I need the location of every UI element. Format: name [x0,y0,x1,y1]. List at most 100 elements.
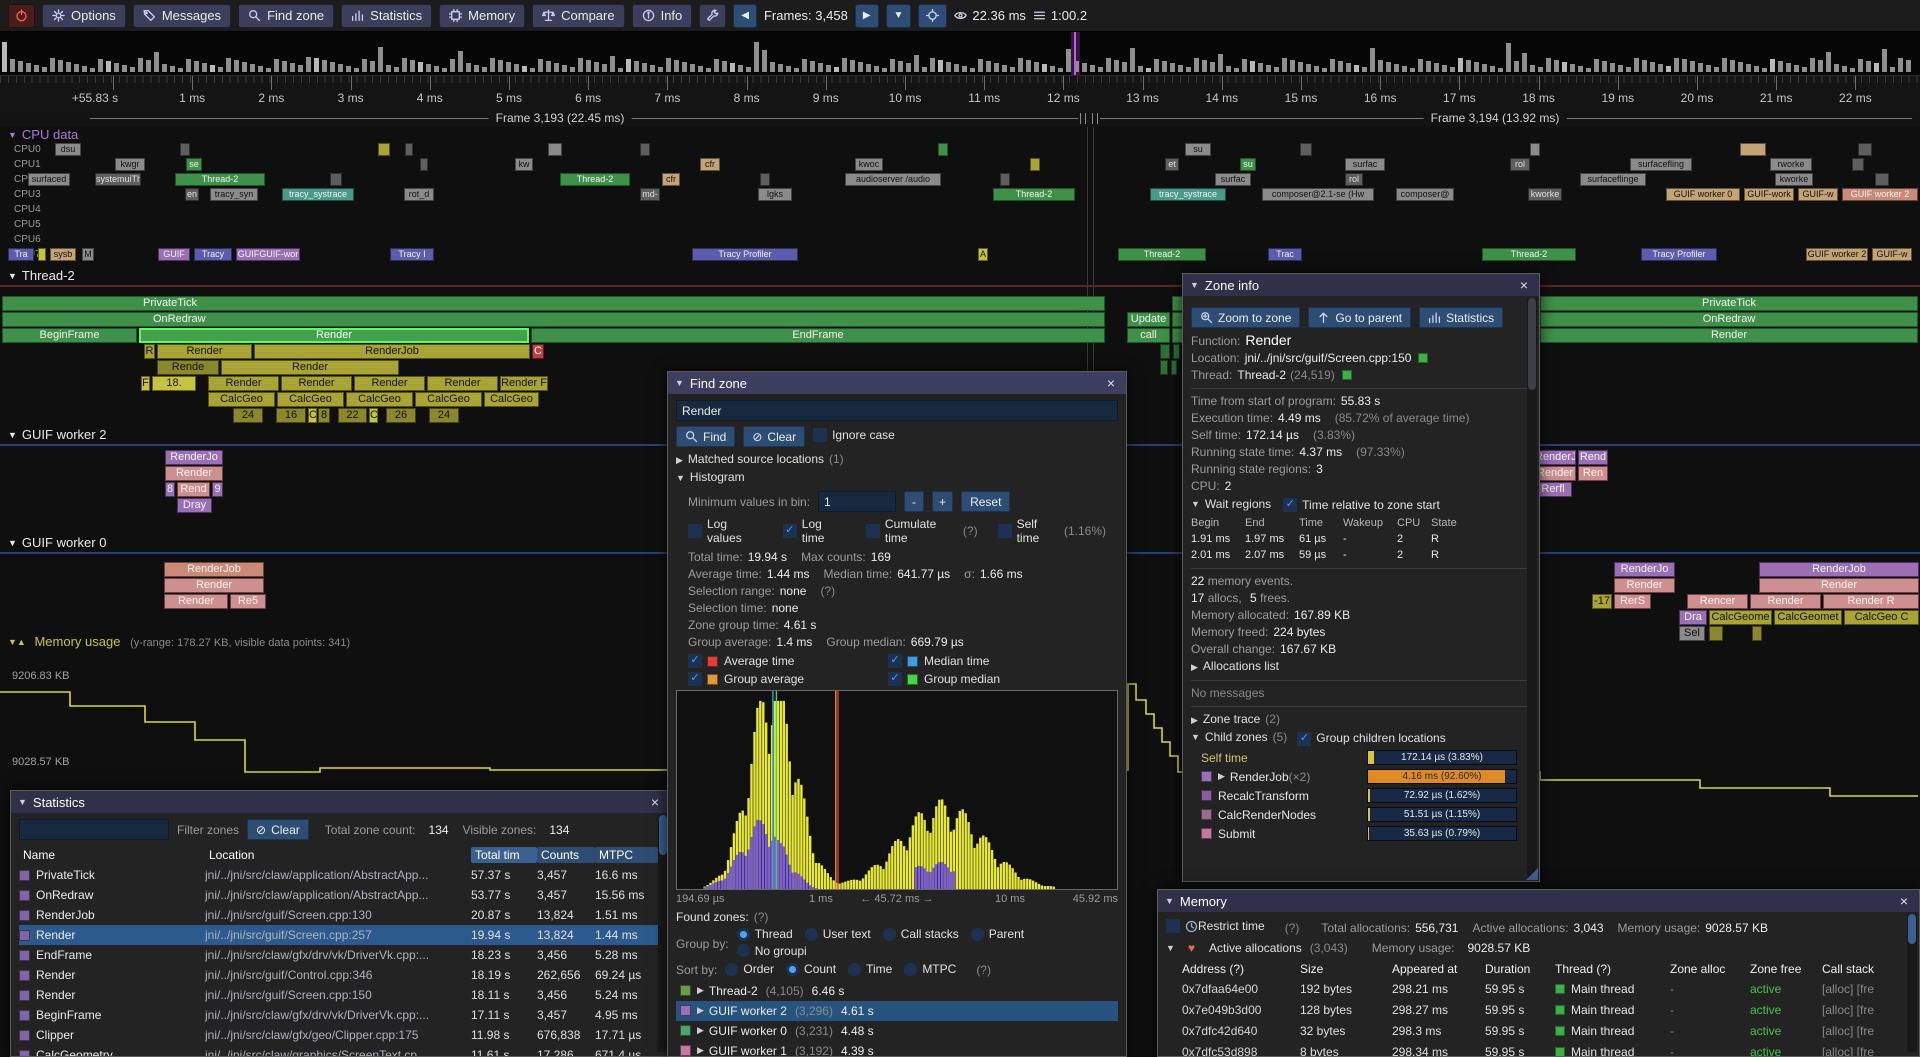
zone-dra[interactable]: Dra [1679,610,1707,625]
frame-bar[interactable] [1426,61,1431,72]
frame-bar[interactable] [1042,64,1047,72]
frame-bar[interactable] [1210,62,1215,72]
zone-render[interactable]: Render [281,376,352,391]
zone-rers[interactable]: RerS [1614,594,1651,609]
frame-bar[interactable] [402,58,407,72]
frame-bar[interactable] [426,64,431,72]
time-relative-checkbox[interactable]: Time relative to zone start [1283,498,1440,513]
zone-renderjo[interactable]: RenderJo [165,450,223,465]
min-bin-decrease-button[interactable]: - [904,491,925,512]
frame-bar[interactable] [1346,63,1351,72]
frame-bar[interactable] [554,63,559,72]
zone-guif-work[interactable]: GUIF-work [1744,188,1794,201]
found-zone-group[interactable]: ▶ Thread-2 (4,105) 6.46 s [676,981,1118,1001]
zone[interactable] [38,248,46,261]
frame-bar[interactable] [434,66,439,72]
radio-dot[interactable] [804,927,818,941]
frame-bar[interactable] [1586,68,1591,72]
zone[interactable] [1160,360,1168,375]
statistics-row[interactable]: Render jni/../jni/src/guif/Screen.cpp:150… [19,985,662,1005]
frame-bar[interactable] [1442,65,1447,72]
frame-bar[interactable] [1178,65,1183,72]
zone-calcgeome[interactable]: CalcGeome [1709,610,1772,625]
frame-bar[interactable] [1098,67,1103,72]
zone-thread-2[interactable]: Thread-2 [993,188,1075,201]
frame-bar[interactable] [1266,65,1271,72]
zone-renderjob[interactable]: RenderJob [1759,562,1919,577]
frame-bar[interactable] [978,59,983,72]
radio-count[interactable]: Count [786,962,836,976]
frame-bar[interactable] [1226,66,1231,72]
zone-render[interactable]: Render [164,594,228,609]
radio-order[interactable]: Order [725,962,774,976]
allocation-row[interactable]: 0x7e049b3d00 128 bytes 298.27 ms 59.95 s Mai… [1166,999,1911,1020]
frame-bar[interactable] [282,61,287,72]
frame-bar[interactable] [1322,68,1327,72]
close-icon[interactable]: × [1106,375,1116,391]
zone-26[interactable]: 26 [386,408,416,423]
frame-bar[interactable] [1810,58,1815,72]
wait-regions-label[interactable]: Wait regions [1204,496,1272,511]
frame-bar[interactable] [634,61,639,72]
zone-onredraw[interactable]: OnRedraw [2,312,1105,327]
zone-audioserver-audio[interactable]: audioserver /audio [845,173,941,186]
frame-bar[interactable] [1378,60,1383,72]
frame-bar[interactable] [354,68,359,72]
zone[interactable] [760,173,770,186]
frame-bar[interactable] [666,58,671,72]
zone-dray[interactable]: Dray [177,498,212,513]
radio-user-text[interactable]: User text [804,927,871,941]
zone-render[interactable]: Render [164,578,264,593]
frame-bar[interactable] [1778,61,1783,72]
collapse-icon[interactable]: ▼ [676,473,685,483]
frame-bar[interactable] [1066,49,1071,72]
frame-bar[interactable] [178,68,183,72]
frame-bar[interactable] [410,60,415,72]
column-header-total-tim[interactable]: Total tim [471,847,537,863]
frame-bar[interactable] [1610,63,1615,72]
statistics-row[interactable]: BeginFrame jni/../jni/src/claw/gfx/drv/vk… [19,1005,662,1025]
allocation-row[interactable]: 0x7dfc42d640 32 bytes 298.3 ms 59.95 s Main … [1166,1020,1911,1041]
frame-bar[interactable] [770,62,775,72]
checkbox-box[interactable] [688,672,702,686]
frame-bar[interactable] [682,62,687,72]
zone-endframe[interactable]: EndFrame [531,328,1105,343]
restrict-time-checkbox[interactable]: Restrict time [1166,919,1265,933]
zone-sel[interactable]: Sel [1679,626,1705,641]
column-header-zone-free[interactable]: Zone free [1750,962,1822,976]
frame-bar[interactable] [330,62,335,72]
frame-bar[interactable] [690,64,695,72]
frame-bar[interactable] [786,66,791,72]
scrollbar-thumb[interactable] [1528,298,1536,390]
frame-bar[interactable] [274,59,279,72]
find-zone-titlebar[interactable]: ▼ Find zone × [668,372,1126,394]
wait-table-row[interactable]: 1.91 ms 1.97 ms 61 µs - 2 R [1191,531,1531,547]
frame-bar[interactable] [1858,59,1863,72]
location-value[interactable]: jni/../jni/src/guif/Screen.cpp:150 [1244,351,1412,365]
frame-bar[interactable] [1522,53,1527,72]
frame-bar[interactable] [794,68,799,72]
clear-button[interactable]: ⊘ Clear [743,426,806,447]
found-zone-group[interactable]: ▶ GUIF worker 0 (3,231) 4.48 s [676,1021,1118,1041]
collapse-icon[interactable]: ▼ [1191,498,1200,509]
zone-rworke[interactable]: rworke [1770,158,1812,171]
help-marker[interactable]: (?) [1284,920,1300,935]
frame-bar[interactable] [82,66,87,72]
checkbox-log-time[interactable]: Log time [782,517,846,545]
frame-bar[interactable] [1578,66,1583,72]
zone-thread-2[interactable]: Thread-2 [1482,248,1576,261]
frame-bar[interactable] [1018,58,1023,72]
reset-button[interactable]: Reset [961,491,1011,512]
frame-bar[interactable] [1602,61,1607,72]
frame-bar[interactable] [210,65,215,72]
zone-call[interactable]: call [1127,328,1170,343]
frame-bar[interactable] [1498,68,1503,72]
zone-9[interactable]: 9 [212,482,223,497]
frame-bar[interactable] [674,60,679,72]
help-marker[interactable]: (?) [1593,962,1612,976]
frame-bar[interactable] [818,63,823,72]
zone-render-f[interactable]: Render F [500,376,548,391]
zone-tracy-profiler[interactable]: Tracy Profiler [1641,248,1717,261]
frame-bar[interactable] [1714,67,1719,72]
zone-surfaced[interactable]: surfaced [28,173,70,186]
